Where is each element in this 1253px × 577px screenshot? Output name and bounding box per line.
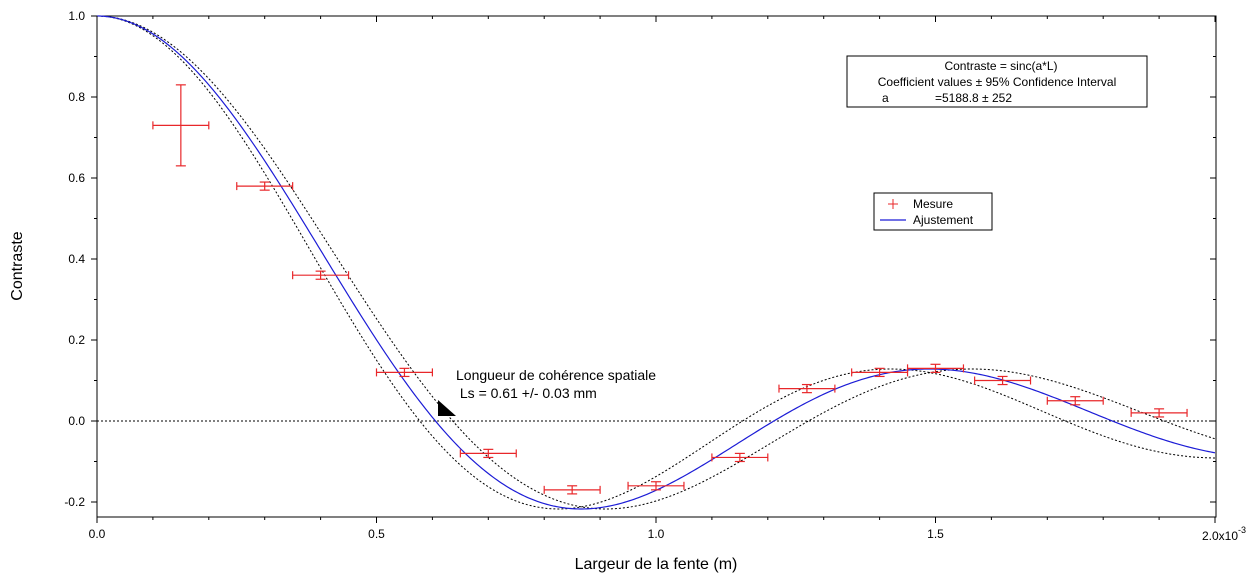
annotation-line-2: Ls = 0.61 +/- 0.03 mm — [456, 385, 597, 401]
legend: Mesure Ajustement — [873, 192, 993, 231]
confidence-bound-upper — [96, 15, 1216, 510]
y-tick-label: -0.2 — [64, 495, 85, 509]
x-scale-label: 2.0x10-3 — [1202, 525, 1246, 543]
data-point — [375, 367, 433, 378]
data-point — [1130, 408, 1188, 418]
legend-label-ajustement: Ajustement — [913, 213, 974, 227]
data-point — [543, 485, 601, 495]
data-point — [627, 481, 685, 491]
data-point — [292, 270, 350, 280]
fit-coefficient-name: a — [882, 91, 889, 105]
annotation-line-1: Longueur de cohérence spatiale — [456, 367, 656, 383]
y-tick-label: 0.2 — [68, 333, 85, 347]
y-tick-label: 0.4 — [68, 252, 85, 266]
data-point — [711, 452, 769, 463]
data-point — [906, 363, 965, 373]
x-tick-label: 0.5 — [368, 527, 385, 541]
axis-ticks: 0.0 0.5 1.0 1.5 -0.2 0.0 0.2 0.4 0.6 0.8 1.0 — [64, 9, 1216, 541]
data-point — [974, 375, 1032, 386]
confidence-band — [96, 15, 1216, 510]
fit-equation: Contraste = sinc(a*L) — [944, 59, 1057, 73]
y-tick-label: 1.0 — [68, 9, 85, 23]
x-tick-label: 0.0 — [89, 527, 106, 541]
coherence-annotation: Longueur de cohérence spatiale Ls = 0.61… — [438, 367, 656, 416]
fit-results-box: Contraste = sinc(a*L) Coefficient values… — [846, 55, 1148, 108]
data-point — [851, 367, 909, 378]
x-axis-title: Largeur de la fente (m) — [575, 556, 738, 573]
confidence-bound-lower — [96, 15, 1216, 510]
data-point — [459, 448, 517, 459]
x-tick-label: 1.0 — [648, 527, 665, 541]
data-point — [1046, 396, 1104, 406]
measurement-points — [152, 84, 1188, 495]
annotation-arrow — [438, 400, 456, 416]
fit-coefficient-header: Coefficient values ± 95% Confidence Inte… — [878, 75, 1117, 89]
legend-label-mesure: Mesure — [913, 197, 953, 211]
y-tick-label: 0.0 — [68, 414, 85, 428]
x-tick-label: 1.5 — [927, 527, 944, 541]
y-tick-label: 0.8 — [68, 90, 85, 104]
y-axis-title: Contraste — [9, 231, 26, 300]
data-point — [152, 84, 210, 167]
legend-marker-mesure — [888, 199, 898, 209]
data-point — [778, 383, 836, 394]
data-point — [236, 181, 294, 191]
fit-coefficient-value: =5188.8 ± 252 — [935, 91, 1012, 105]
y-tick-label: 0.6 — [68, 171, 85, 185]
